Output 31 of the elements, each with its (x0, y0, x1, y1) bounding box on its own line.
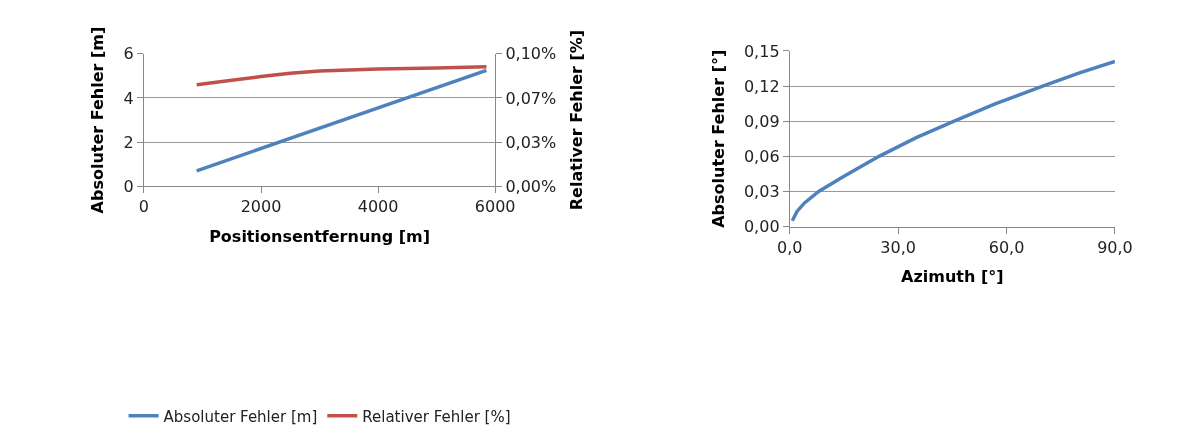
y2-tick-label: 0,03% (505, 132, 557, 152)
y-tick-label: 0,12 (743, 76, 780, 96)
line-series (194, 64, 489, 87)
y-axis-title: Absoluter Fehler [°] (708, 49, 728, 228)
line-series (790, 59, 1115, 223)
x-tick-label: 0,0 (777, 237, 803, 257)
y-tick-label: 6 (123, 44, 134, 64)
y-tick-label: 0,09 (743, 111, 780, 131)
y-tick-label: 0,15 (743, 41, 780, 61)
x-tick-label: 90,0 (1097, 237, 1133, 257)
y-tick-label: 0 (123, 176, 134, 196)
x-tick-label: 2000 (240, 197, 282, 217)
y2-tick-label: 0,10% (505, 44, 557, 64)
legend-label: Relativer Fehler [%] (362, 407, 511, 426)
y2-tick-label: 0,00% (505, 176, 557, 196)
y-tick-label: 4 (123, 88, 134, 108)
y-tick-label: 2 (123, 132, 134, 152)
y-tick-label: 0,06 (743, 146, 780, 166)
x-tick-label: 30,0 (880, 237, 916, 257)
x-tick-label: 0 (138, 197, 150, 217)
x-tick-label: 6000 (474, 197, 516, 217)
x-axis-title: Positionsentfernung [m] (209, 227, 431, 247)
y2-tick-label: 0,07% (505, 88, 557, 108)
x-axis-title: Azimuth [°] (901, 267, 1004, 287)
y-axis-title: Absoluter Fehler [m] (88, 26, 108, 214)
y-tick-label: 0,00 (743, 217, 780, 237)
y2-axis-title: Relativer Fehler [%] (566, 29, 586, 211)
x-tick-label: 60,0 (988, 237, 1025, 257)
y-tick-label: 0,03 (743, 182, 780, 202)
x-tick-label: 4000 (357, 197, 399, 217)
legend-label: Absoluter Fehler [m] (163, 407, 318, 426)
